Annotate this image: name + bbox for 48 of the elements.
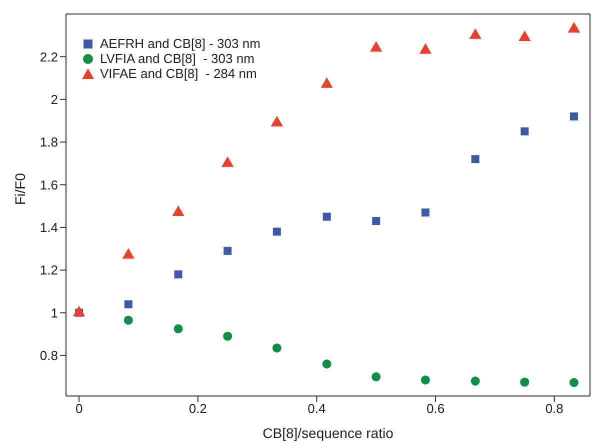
point <box>421 208 430 216</box>
x-tick-label: 0.8 <box>545 401 564 416</box>
point <box>420 375 430 384</box>
x-tick-label: 0 <box>75 401 83 416</box>
legend-label: AEFRH and CB[8] - 303 nm <box>100 36 260 51</box>
point <box>272 228 281 236</box>
point <box>224 246 232 255</box>
point <box>518 30 531 41</box>
point <box>124 300 132 308</box>
point <box>419 43 432 54</box>
point <box>520 378 530 387</box>
point <box>122 248 134 259</box>
point <box>570 112 578 120</box>
y-tick-label: 2.2 <box>40 49 58 64</box>
point <box>223 332 232 341</box>
point <box>471 155 480 164</box>
point <box>569 378 578 388</box>
point <box>470 376 480 386</box>
point <box>372 217 380 226</box>
point <box>174 270 182 278</box>
legend-label: VIFAE and CB[8] - 284 nm <box>100 66 257 81</box>
y-tick-label: 1.4 <box>40 220 58 236</box>
point <box>270 116 283 126</box>
point <box>172 205 184 216</box>
point <box>520 127 529 136</box>
y-tick-label: 2 <box>50 92 58 107</box>
y-tick-label: 0.8 <box>40 348 58 364</box>
point <box>370 41 382 52</box>
point <box>322 359 332 368</box>
point <box>272 343 282 352</box>
y-tick-label: 1 <box>50 305 58 320</box>
y-tick-label: 1.8 <box>40 134 58 150</box>
x-tick-label: 0.2 <box>188 401 207 416</box>
point <box>469 28 482 39</box>
point <box>174 324 183 334</box>
y-tick-label: 1.6 <box>40 177 58 192</box>
point <box>372 372 381 382</box>
point <box>124 316 133 325</box>
point <box>322 212 331 221</box>
legend-label: LVFIA and CB[8] - 303 nm <box>100 51 254 66</box>
point <box>568 22 580 32</box>
x-tick-label: 0.6 <box>426 401 445 416</box>
point <box>222 156 234 167</box>
y-tick-label: 1.2 <box>40 262 58 278</box>
x-tick-label: 0.4 <box>308 401 326 416</box>
x-axis-title: CB[8]/sequence ratio <box>262 425 394 441</box>
point <box>320 77 333 88</box>
y-axis-title: Fi/F0 <box>12 172 28 205</box>
